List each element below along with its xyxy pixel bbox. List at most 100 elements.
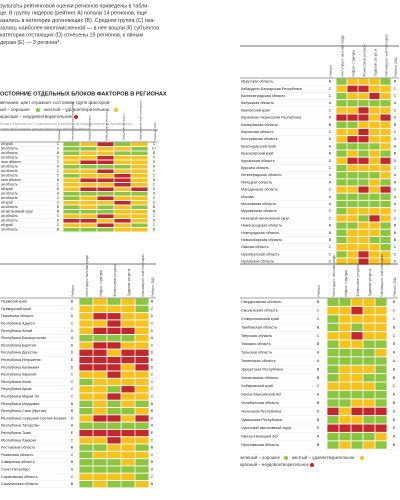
rating: C	[71, 453, 74, 457]
factor-cell	[327, 298, 339, 306]
factor-cell	[347, 150, 358, 157]
factor-cell	[131, 165, 148, 169]
factor-cell	[327, 348, 339, 357]
factor-cell	[63, 228, 80, 232]
rating: D	[71, 314, 74, 318]
legend-yellow: желтый – удовлетворительное	[44, 106, 110, 112]
factor-cell	[114, 192, 131, 196]
rating-prev: E	[151, 358, 154, 362]
factor-cell	[351, 298, 363, 306]
region-name: Самарская область	[1, 460, 35, 464]
rating-prev: B	[153, 210, 156, 214]
rating-prev: C	[393, 309, 396, 313]
region-name: Оренбургская область	[241, 252, 279, 256]
factor-cell	[107, 335, 121, 342]
footnote: ствия необходимых для регионального рейт…	[0, 127, 90, 131]
factor-cell	[135, 320, 149, 327]
factor-cell	[336, 78, 347, 85]
factor-cell	[97, 178, 114, 182]
rating-prev: D	[153, 178, 156, 182]
factor-cell	[369, 229, 380, 236]
rating: C	[57, 160, 60, 164]
rating: C	[317, 334, 320, 338]
rating: C	[329, 188, 332, 192]
rating-prev: A	[393, 359, 396, 363]
rating-prev: A	[393, 351, 396, 355]
factor-cell	[79, 415, 93, 422]
factor-cell	[121, 298, 135, 305]
region-name: Сахалинская область	[1, 482, 38, 486]
rating-prev: C	[153, 156, 156, 160]
factor-cell	[369, 121, 380, 128]
factor-cell	[347, 121, 358, 128]
rating-prev: B	[393, 418, 396, 422]
region-name: Москва	[241, 195, 255, 199]
factor-cell	[327, 365, 339, 374]
rating: C	[71, 380, 74, 384]
footnote: блоки в Рейтинге № 1 Совокупность в рейт…	[0, 122, 134, 126]
rating: C	[57, 201, 60, 205]
factor-cell	[121, 481, 135, 488]
rating-prev: B	[394, 123, 397, 127]
factor-cell	[336, 107, 347, 114]
factor-cell	[380, 157, 391, 164]
column-header: Трудовые ресурсы	[121, 115, 125, 141]
rating: C	[329, 94, 332, 98]
rating-prev: C	[151, 322, 154, 326]
region-name: Хабаровский край	[241, 384, 273, 388]
rating-prev: A	[393, 435, 396, 439]
rating-prev: D	[151, 329, 154, 333]
factor-cell	[375, 424, 387, 432]
factor-cell	[121, 320, 135, 327]
paragraph-line: це. В группу лидеров (рейтинг A) попали …	[0, 10, 147, 17]
factor-cell	[79, 378, 93, 386]
factor-cell	[107, 313, 121, 320]
factor-cell	[114, 228, 131, 232]
factor-cell	[107, 342, 121, 349]
factor-cell	[363, 432, 375, 441]
legend-dot	[114, 108, 118, 112]
factor-cell	[97, 160, 114, 164]
factor-cell	[336, 150, 347, 157]
factor-cell	[80, 178, 97, 182]
rating-prev: D	[153, 160, 156, 164]
factor-cell	[114, 205, 131, 209]
factor-cell	[369, 150, 380, 157]
factor-cell	[336, 193, 347, 200]
region-name: Чеченская Республика	[241, 409, 282, 413]
rating: A	[57, 192, 60, 196]
region-name: Орловская область	[241, 260, 274, 264]
rating: B	[57, 151, 60, 155]
factor-cell	[114, 178, 131, 182]
factor-cell	[97, 196, 114, 200]
rating-prev: C	[151, 373, 154, 377]
factor-cell	[327, 323, 339, 332]
factor-cell	[79, 349, 93, 356]
rating: C	[57, 169, 60, 173]
factor-cell	[63, 151, 80, 155]
region-name: Курганская область	[241, 159, 275, 163]
region-name: Московская область	[241, 202, 276, 206]
factor-cell	[79, 444, 93, 451]
factor-cell	[93, 466, 107, 473]
factor-cell	[375, 416, 387, 424]
legend-green: зеленый – хорошее	[240, 455, 281, 460]
factor-cell	[121, 473, 135, 480]
factor-cell	[63, 142, 80, 146]
legend-dot	[360, 456, 364, 460]
factor-cell	[79, 386, 93, 393]
factor-cell	[363, 298, 375, 306]
factor-cell	[375, 332, 387, 340]
factor-cell	[336, 143, 347, 150]
column-header: Инновацион- ный потенциал	[141, 254, 145, 297]
factor-cell	[358, 200, 369, 208]
factor-cell	[351, 390, 363, 399]
column-header: Институцио- нальная среда	[340, 35, 344, 76]
rating: D	[71, 329, 74, 333]
region-name: ая область	[1, 174, 18, 178]
rating: B	[329, 152, 332, 156]
rating-prev: C	[153, 169, 156, 173]
factor-cell	[380, 179, 391, 186]
factor-cell	[336, 244, 347, 251]
factor-cell	[93, 298, 107, 305]
